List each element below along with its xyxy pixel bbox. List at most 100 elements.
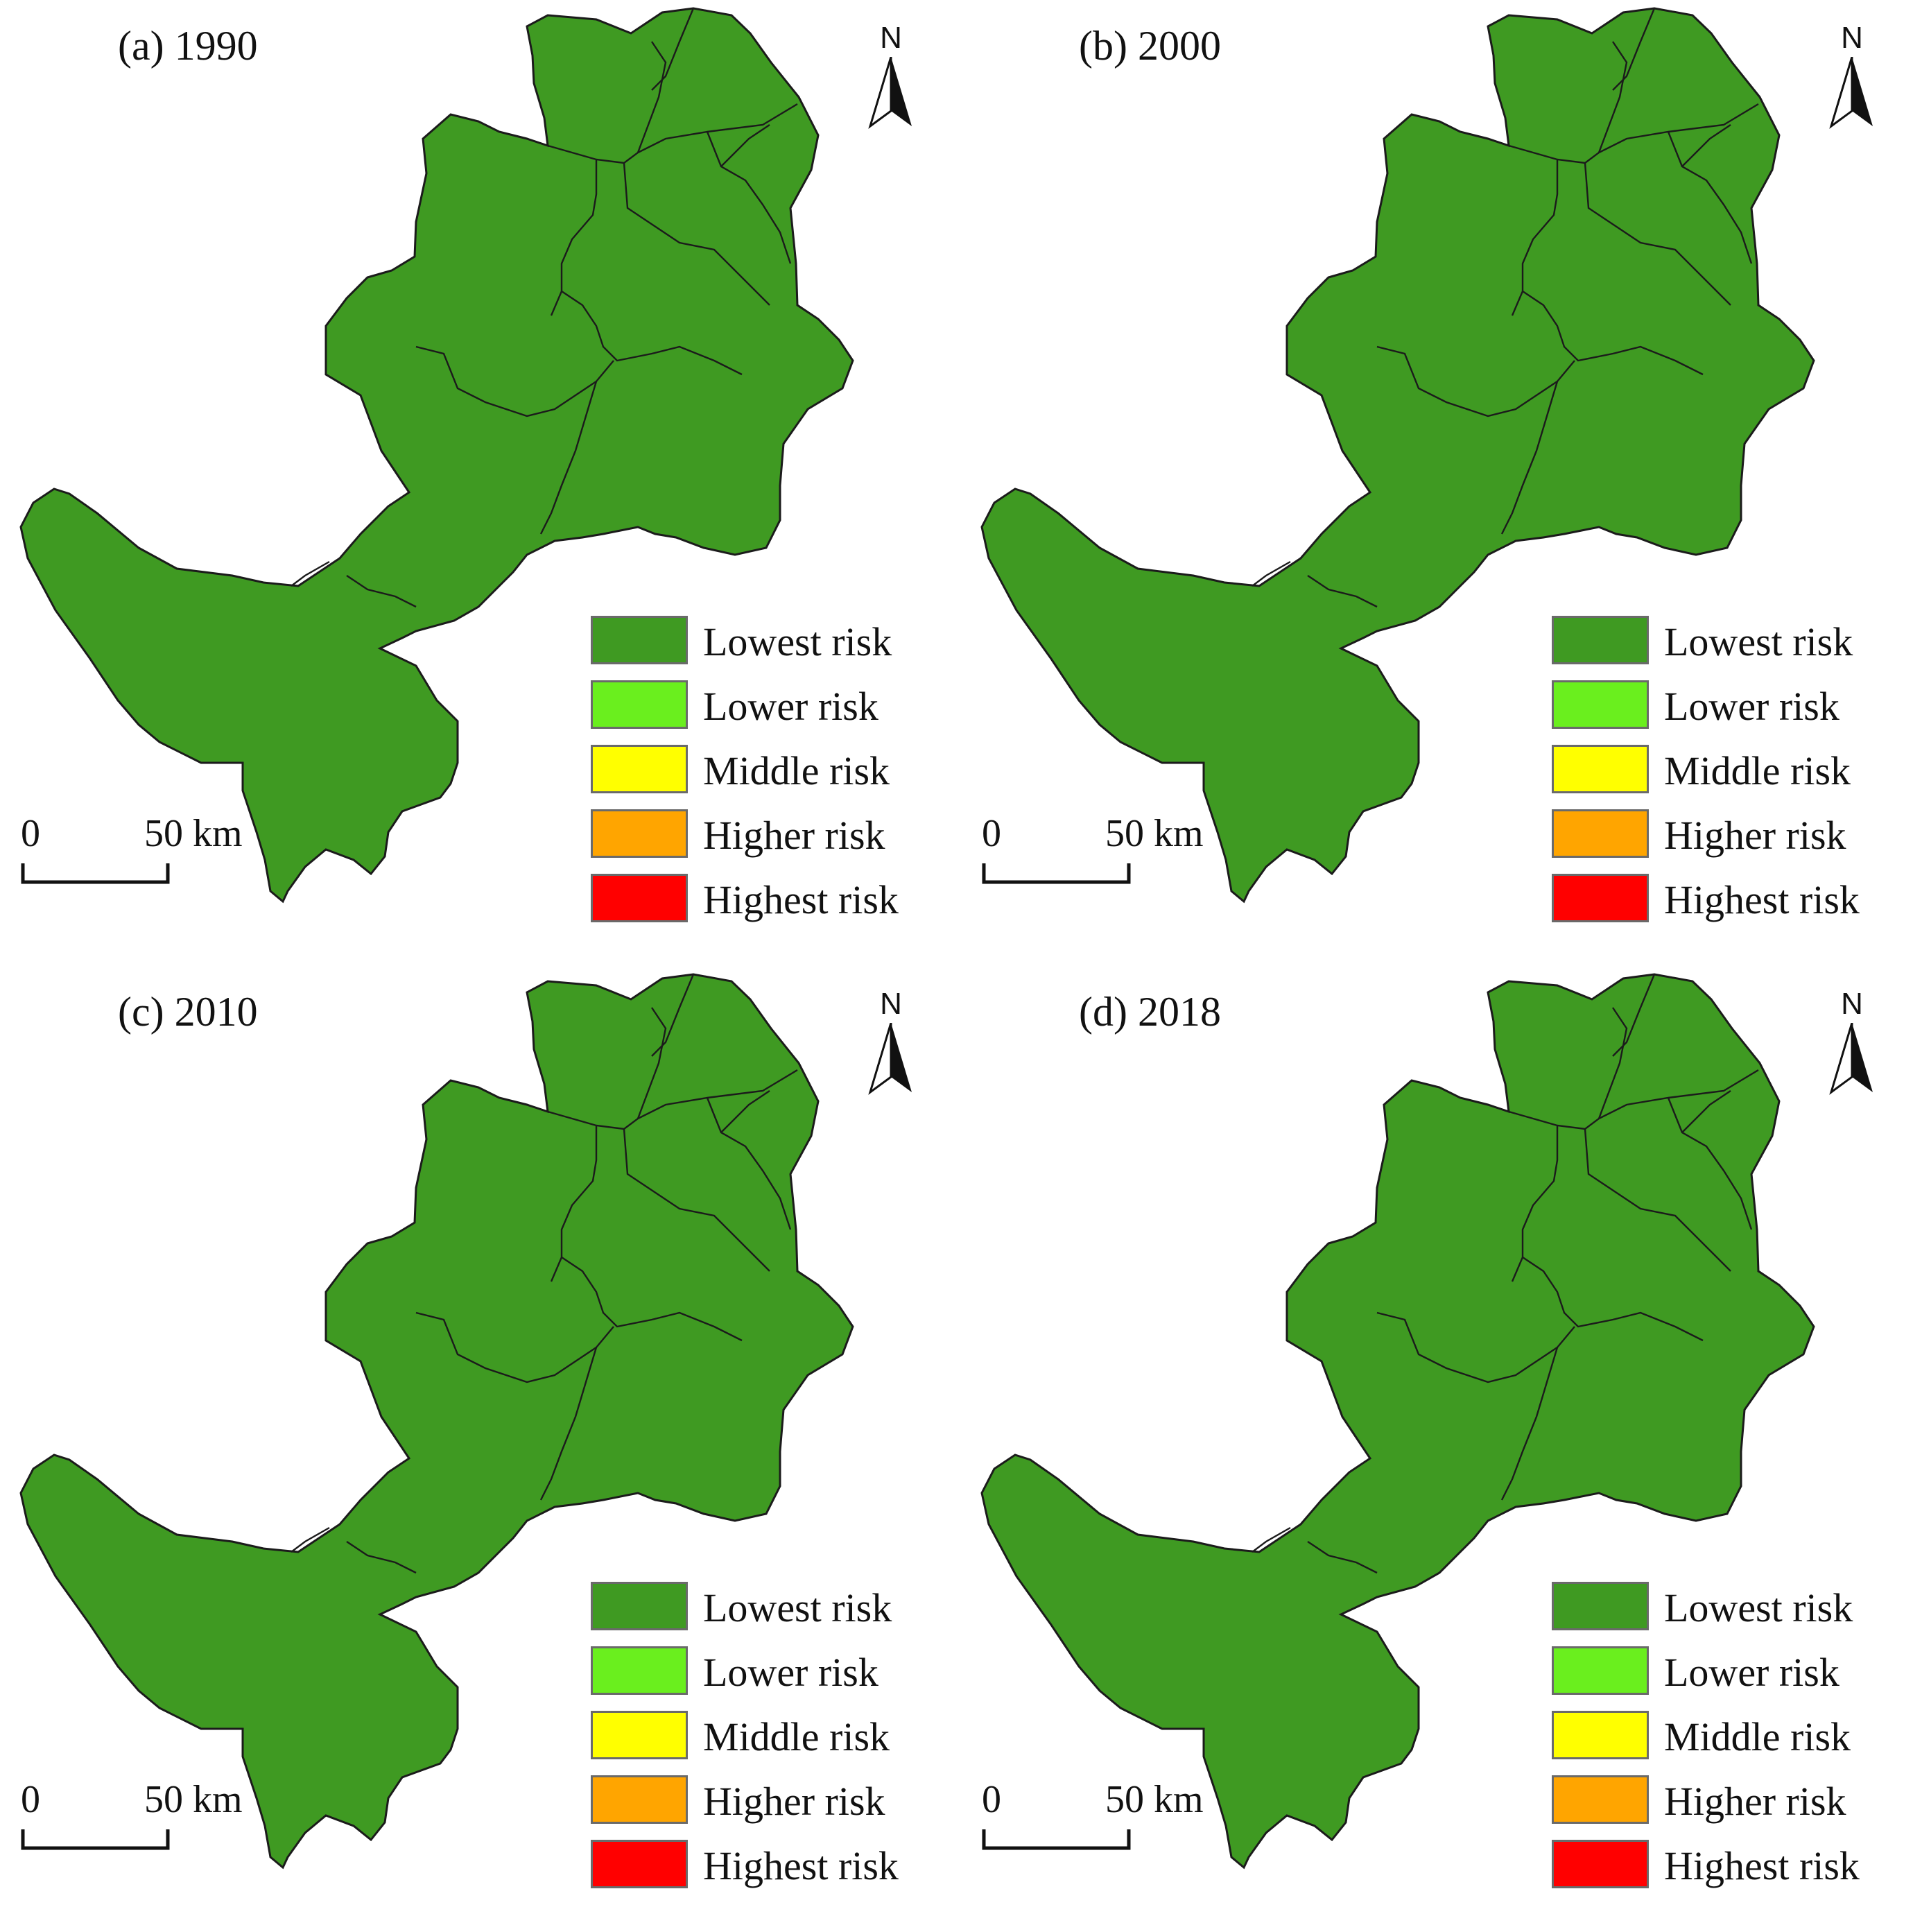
panel-title: (a) 1990	[118, 23, 258, 69]
scale-distance-label: 50 km	[144, 1778, 243, 1821]
scale-bar-line	[21, 860, 201, 888]
map-panel-2010: (c) 2010 N 0 50 km Lowest risk Lower ris…	[0, 966, 961, 1932]
legend-swatch	[1552, 1711, 1649, 1759]
scale-bar: 0 50 km	[982, 1777, 1245, 1868]
scale-distance-label: 50 km	[1105, 812, 1204, 855]
legend-label: Lower risk	[703, 1650, 878, 1695]
legend-label: Lowest risk	[1664, 1585, 1853, 1630]
scale-zero-label: 0	[21, 1778, 40, 1821]
legend-label: Middle risk	[1664, 748, 1851, 793]
north-arrow: N	[860, 987, 922, 1105]
legend-label: Middle risk	[703, 1714, 890, 1759]
legend-item-highest: Highest risk	[1552, 871, 1912, 935]
legend: Lowest risk Lower risk Middle risk Highe…	[1552, 1579, 1912, 1901]
legend-swatch	[1552, 680, 1649, 729]
north-arrow: N	[1821, 987, 1883, 1105]
map-panel-1990: (a) 1990 N 0 50 km Lowest risk Lower ris…	[0, 0, 961, 966]
legend-swatch	[1552, 874, 1649, 922]
legend-swatch	[1552, 616, 1649, 664]
legend-label: Lower risk	[703, 684, 878, 729]
scale-bar: 0 50 km	[982, 811, 1245, 902]
legend-swatch	[1552, 809, 1649, 858]
legend-swatch	[591, 1582, 688, 1630]
legend-item-middle: Middle risk	[1552, 742, 1912, 807]
legend-swatch	[591, 874, 688, 922]
legend-item-highest: Highest risk	[591, 1837, 951, 1901]
north-arrow-icon	[1830, 57, 1874, 128]
map-panel-2000: (b) 2000 N 0 50 km Lowest risk Lower ris…	[961, 0, 1922, 966]
legend: Lowest risk Lower risk Middle risk Highe…	[1552, 613, 1912, 935]
legend-item-lowest: Lowest risk	[591, 613, 951, 678]
legend-label: Higher risk	[1664, 1779, 1846, 1824]
legend-label: Lower risk	[1664, 684, 1839, 729]
legend-item-highest: Highest risk	[591, 871, 951, 935]
legend-label: Middle risk	[1664, 1714, 1851, 1759]
panel-title: (d) 2018	[1079, 989, 1221, 1035]
legend-swatch	[1552, 1775, 1649, 1824]
legend: Lowest risk Lower risk Middle risk Highe…	[591, 613, 951, 935]
risk-map	[0, 0, 961, 966]
scale-zero-label: 0	[21, 812, 40, 855]
legend-label: Lower risk	[1664, 1650, 1839, 1695]
north-arrow-icon	[869, 1023, 913, 1094]
legend-swatch	[1552, 745, 1649, 793]
scale-bar-line	[982, 1826, 1162, 1854]
north-label: N	[880, 987, 902, 1021]
legend-item-lowest: Lowest risk	[591, 1579, 951, 1644]
legend-swatch	[591, 809, 688, 858]
legend-swatch	[591, 1711, 688, 1759]
legend-swatch	[591, 1646, 688, 1695]
legend-item-lowest: Lowest risk	[1552, 1579, 1912, 1644]
scale-bar: 0 50 km	[21, 1777, 284, 1868]
north-arrow: N	[1821, 21, 1883, 139]
panel-title: (c) 2010	[118, 989, 258, 1035]
legend-item-middle: Middle risk	[591, 1708, 951, 1773]
map-panel-2018: (d) 2018 N 0 50 km Lowest risk Lower ris…	[961, 966, 1922, 1932]
legend-item-highest: Highest risk	[1552, 1837, 1912, 1901]
legend-swatch	[591, 745, 688, 793]
scale-zero-label: 0	[982, 812, 1001, 855]
risk-map	[961, 966, 1922, 1932]
legend-item-higher: Higher risk	[1552, 807, 1912, 871]
legend-swatch	[591, 1775, 688, 1824]
legend-label: Lowest risk	[1664, 619, 1853, 664]
legend-item-higher: Higher risk	[1552, 1773, 1912, 1837]
legend-label: Highest risk	[1664, 877, 1860, 922]
scale-distance-label: 50 km	[144, 812, 243, 855]
north-arrow: N	[860, 21, 922, 139]
legend-swatch	[591, 616, 688, 664]
north-label: N	[1841, 987, 1863, 1021]
legend-swatch	[1552, 1582, 1649, 1630]
legend-item-lower: Lower risk	[591, 1644, 951, 1708]
north-label: N	[1841, 21, 1863, 55]
north-arrow-icon	[869, 57, 913, 128]
legend-swatch	[1552, 1840, 1649, 1888]
legend-item-higher: Higher risk	[591, 1773, 951, 1837]
legend-label: Lowest risk	[703, 619, 892, 664]
north-label: N	[880, 21, 902, 55]
legend-item-lower: Lower risk	[1552, 1644, 1912, 1708]
scale-zero-label: 0	[982, 1778, 1001, 1821]
north-arrow-icon	[1830, 1023, 1874, 1094]
risk-map	[961, 0, 1922, 966]
legend-swatch	[591, 1840, 688, 1888]
legend-label: Higher risk	[703, 813, 885, 858]
scale-bar-line	[21, 1826, 201, 1854]
legend-label: Highest risk	[703, 1843, 899, 1888]
legend-item-higher: Higher risk	[591, 807, 951, 871]
scale-distance-label: 50 km	[1105, 1778, 1204, 1821]
legend: Lowest risk Lower risk Middle risk Highe…	[591, 1579, 951, 1901]
panel-title: (b) 2000	[1079, 23, 1221, 69]
legend-label: Highest risk	[1664, 1843, 1860, 1888]
legend-item-lowest: Lowest risk	[1552, 613, 1912, 678]
legend-label: Higher risk	[703, 1779, 885, 1824]
legend-label: Lowest risk	[703, 1585, 892, 1630]
legend-item-middle: Middle risk	[591, 742, 951, 807]
scale-bar: 0 50 km	[21, 811, 284, 902]
legend-item-lower: Lower risk	[1552, 678, 1912, 742]
legend-item-lower: Lower risk	[591, 678, 951, 742]
legend-label: Higher risk	[1664, 813, 1846, 858]
legend-item-middle: Middle risk	[1552, 1708, 1912, 1773]
legend-label: Middle risk	[703, 748, 890, 793]
